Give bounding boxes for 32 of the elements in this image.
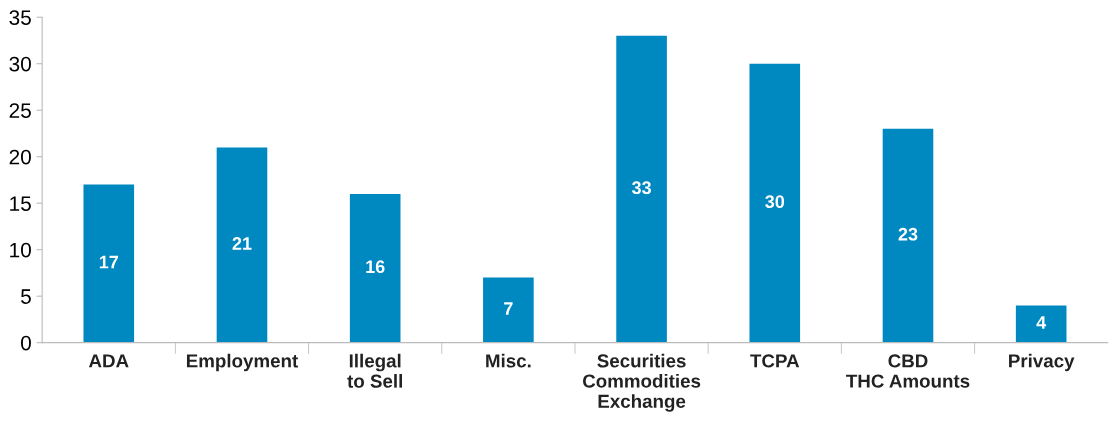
y-tick-label: 0 <box>20 335 31 351</box>
x-tick-label: TCPA <box>750 354 800 368</box>
bar <box>1015 305 1067 343</box>
x-tick-label: Privacy <box>1009 353 1075 372</box>
x-tick-label: ADA <box>88 354 129 368</box>
data-label: 23 <box>898 227 918 241</box>
y-tick-label: 15 <box>10 196 31 211</box>
bar <box>83 184 135 343</box>
y-tick-label: 25 <box>9 103 31 118</box>
x-tick-label: Illegal to Sell <box>347 353 402 388</box>
y-tick-label: 5 <box>21 289 31 304</box>
data-label: 4 <box>1036 316 1047 329</box>
y-tick-label: 10 <box>10 242 31 258</box>
data-label: 17 <box>99 255 119 269</box>
y-tick-label: 35 <box>9 10 31 25</box>
y-tick-label: 20 <box>9 149 31 165</box>
x-tick-label: CBD THC Amounts <box>846 354 970 388</box>
x-tick-label: Securities Commodities Exchange <box>582 353 701 412</box>
data-label: 16 <box>366 260 385 274</box>
bar <box>882 128 934 343</box>
x-tick-label: Employment <box>186 353 299 372</box>
y-tick-label: 30 <box>9 56 31 72</box>
data-label: 7 <box>504 302 513 315</box>
bar <box>349 193 401 343</box>
bar <box>749 63 801 343</box>
bar <box>216 147 268 343</box>
bar <box>616 35 667 343</box>
data-label: 30 <box>765 195 785 209</box>
bar <box>483 277 534 343</box>
x-tick-label: Misc. <box>486 353 531 368</box>
data-label: 21 <box>232 237 252 250</box>
data-label: 33 <box>631 181 651 195</box>
